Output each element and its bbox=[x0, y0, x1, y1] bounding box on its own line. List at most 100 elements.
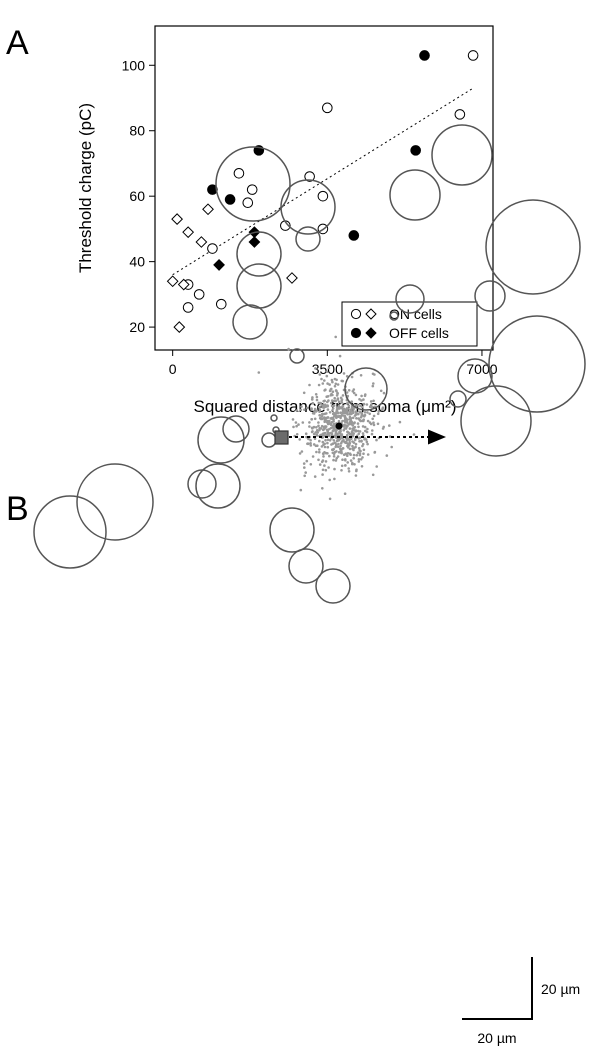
open-circle-point bbox=[233, 167, 245, 179]
data-points bbox=[166, 50, 479, 333]
soma-dot bbox=[372, 399, 375, 403]
soma-dot bbox=[304, 432, 308, 436]
soma-dot bbox=[351, 424, 355, 427]
soma-dot bbox=[346, 461, 350, 464]
soma-dot bbox=[319, 401, 323, 405]
soma-dot bbox=[345, 412, 349, 415]
open-circle-point bbox=[304, 171, 315, 182]
soma-dot bbox=[315, 450, 318, 454]
soma-dot bbox=[334, 335, 338, 339]
soma-dot bbox=[356, 451, 360, 455]
soma-dot bbox=[347, 442, 351, 446]
soma-dot bbox=[336, 455, 340, 458]
soma-dot bbox=[369, 400, 373, 403]
soma-dot bbox=[343, 409, 346, 413]
soma-dot bbox=[315, 398, 319, 402]
stimulus-circle bbox=[460, 385, 532, 457]
soma-dot bbox=[328, 497, 332, 501]
soma-dot bbox=[326, 400, 329, 404]
soma-dot bbox=[355, 468, 358, 472]
soma-dot bbox=[354, 430, 358, 433]
soma-dot bbox=[323, 412, 327, 416]
soma-dot bbox=[355, 453, 359, 457]
soma-dot bbox=[331, 448, 335, 452]
soma-dot bbox=[333, 477, 336, 481]
soma-dot bbox=[352, 426, 356, 430]
soma-dot bbox=[328, 389, 332, 393]
soma-dot bbox=[329, 417, 333, 420]
soma-dot bbox=[340, 413, 344, 417]
soma-dot bbox=[337, 400, 341, 404]
stimulus-circle bbox=[236, 231, 282, 277]
stimulus-circle bbox=[395, 284, 425, 314]
soma-dot bbox=[372, 382, 375, 385]
soma-dot bbox=[321, 436, 325, 439]
soma-dot bbox=[345, 391, 349, 394]
soma-dot bbox=[342, 424, 346, 428]
soma-dot bbox=[370, 432, 374, 436]
soma-dot bbox=[353, 438, 357, 442]
soma-dot bbox=[349, 432, 352, 436]
soma-dot bbox=[340, 398, 344, 401]
soma-dot bbox=[300, 450, 304, 453]
soma-dot bbox=[388, 424, 391, 427]
soma-dot bbox=[332, 418, 335, 421]
soma-dot bbox=[342, 453, 346, 457]
soma-dot bbox=[326, 452, 329, 455]
soma-dot bbox=[385, 454, 389, 457]
soma-dot bbox=[333, 396, 337, 400]
stimulus-circle bbox=[270, 414, 278, 422]
soma-dot bbox=[312, 412, 316, 415]
soma-dot bbox=[372, 423, 376, 427]
soma-dot bbox=[357, 458, 361, 461]
soma-dot bbox=[331, 390, 335, 394]
soma-dot bbox=[326, 395, 330, 398]
soma-dot bbox=[309, 444, 313, 447]
soma-dot bbox=[357, 417, 361, 420]
soma-dot bbox=[335, 408, 339, 412]
soma-dot bbox=[357, 425, 360, 429]
soma-dot bbox=[327, 466, 330, 469]
soma-dot bbox=[382, 425, 386, 429]
soma-dot bbox=[331, 407, 335, 410]
soma-dot bbox=[340, 435, 343, 439]
filled-diamond-point bbox=[213, 259, 225, 271]
soma-dot bbox=[366, 442, 369, 446]
soma-dot bbox=[326, 438, 330, 442]
soma-dot bbox=[335, 428, 338, 432]
soma-dot bbox=[348, 439, 351, 443]
soma-dot bbox=[349, 459, 353, 462]
soma-dot bbox=[362, 402, 366, 406]
open-circle-point bbox=[193, 289, 205, 300]
plot-frame bbox=[154, 25, 494, 351]
soma-dot bbox=[359, 416, 363, 419]
soma-dot bbox=[360, 465, 364, 468]
soma-dot bbox=[321, 468, 325, 472]
soma-dot bbox=[360, 440, 363, 443]
stimulus-circle bbox=[288, 548, 324, 584]
direction-arrow-head bbox=[428, 429, 446, 445]
soma-dot bbox=[292, 425, 295, 429]
soma-dot bbox=[335, 450, 338, 453]
soma-dot bbox=[336, 383, 340, 386]
stimulus-circle bbox=[474, 280, 506, 312]
soma-dot bbox=[334, 430, 338, 434]
soma-dot bbox=[314, 393, 318, 396]
soma-dot bbox=[327, 432, 330, 435]
soma-dot bbox=[324, 388, 327, 392]
soma-dot bbox=[332, 428, 336, 432]
soma-dot bbox=[324, 418, 328, 422]
soma-dot bbox=[358, 398, 361, 401]
soma-dot bbox=[317, 401, 321, 405]
y-tick-label: 100 bbox=[122, 57, 146, 73]
soma-dot bbox=[360, 399, 363, 402]
soma-dot bbox=[317, 405, 321, 409]
scale-bar: 20 µm 20 µm bbox=[462, 957, 580, 1046]
soma-dot bbox=[376, 422, 380, 426]
soma-dot bbox=[318, 408, 322, 411]
soma-dot bbox=[377, 410, 381, 413]
soma-dot bbox=[337, 414, 341, 418]
soma-dot bbox=[318, 450, 321, 454]
soma-dot bbox=[308, 425, 311, 428]
soma-dot bbox=[326, 445, 330, 449]
